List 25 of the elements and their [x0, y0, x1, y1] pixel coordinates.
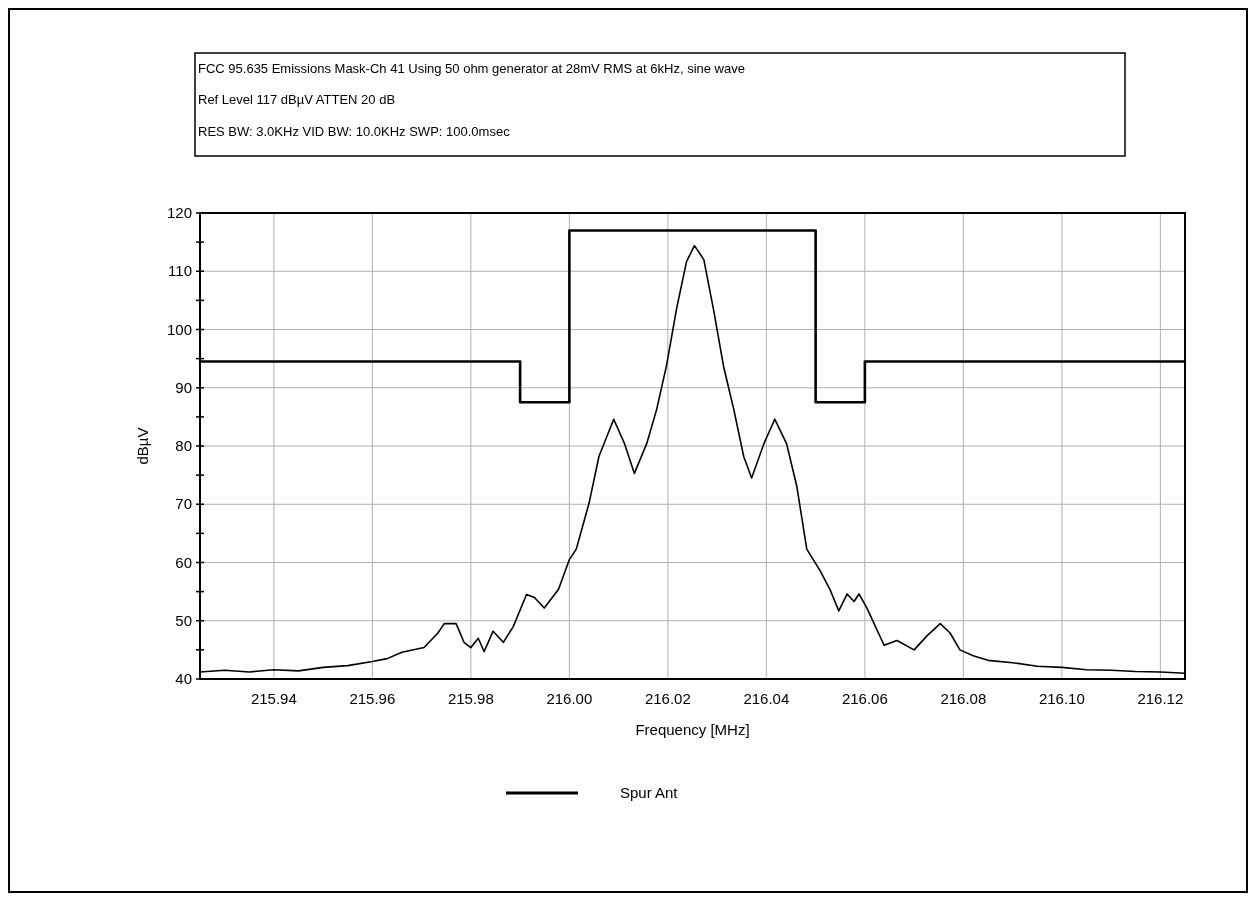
y-tick-label: 40: [175, 670, 192, 687]
x-axis-title: Frequency [MHz]: [635, 721, 750, 738]
y-tick-label: 120: [166, 204, 192, 221]
text: Spur Ant: [620, 784, 679, 801]
x-tick-label: 216.00: [546, 690, 593, 707]
x-tick-label: 216.04: [743, 690, 790, 707]
text: RES BW: 3.0KHz VID BW: 10.0KHz SWP: 100.0msec: [198, 124, 511, 139]
x-tick-label: 215.96: [349, 690, 396, 707]
y-tick-label: 110: [168, 262, 192, 280]
x-tick-label: 216.10: [1038, 690, 1085, 707]
y-tick-label: 100: [166, 320, 192, 338]
y-tick-label: 60: [175, 553, 192, 571]
x-tick-label: 215.94: [250, 690, 297, 707]
y-tick-label: 70: [175, 495, 192, 513]
x-tick-label: 216.08: [940, 690, 987, 707]
text: Ref Level 117 dBµV ATTEN 20 dB: [198, 92, 396, 107]
chart-title: FCC 95.635 Emissions Mask-Ch 41 Using 50 ohm generator at 28mV RMS at 6kHz, sine wave: [198, 61, 745, 76]
y-tick-label: 90: [175, 378, 192, 396]
y-tick-label: 50: [175, 611, 192, 629]
x-tick-label: 216.06: [841, 690, 888, 707]
x-tick-label: 215.98: [447, 690, 494, 707]
x-tick-label: 216.12: [1137, 690, 1184, 707]
x-tick-label: 216.02: [644, 690, 691, 707]
y-axis-title: dBµV: [134, 427, 151, 465]
y-tick-label: 80: [175, 437, 192, 454]
